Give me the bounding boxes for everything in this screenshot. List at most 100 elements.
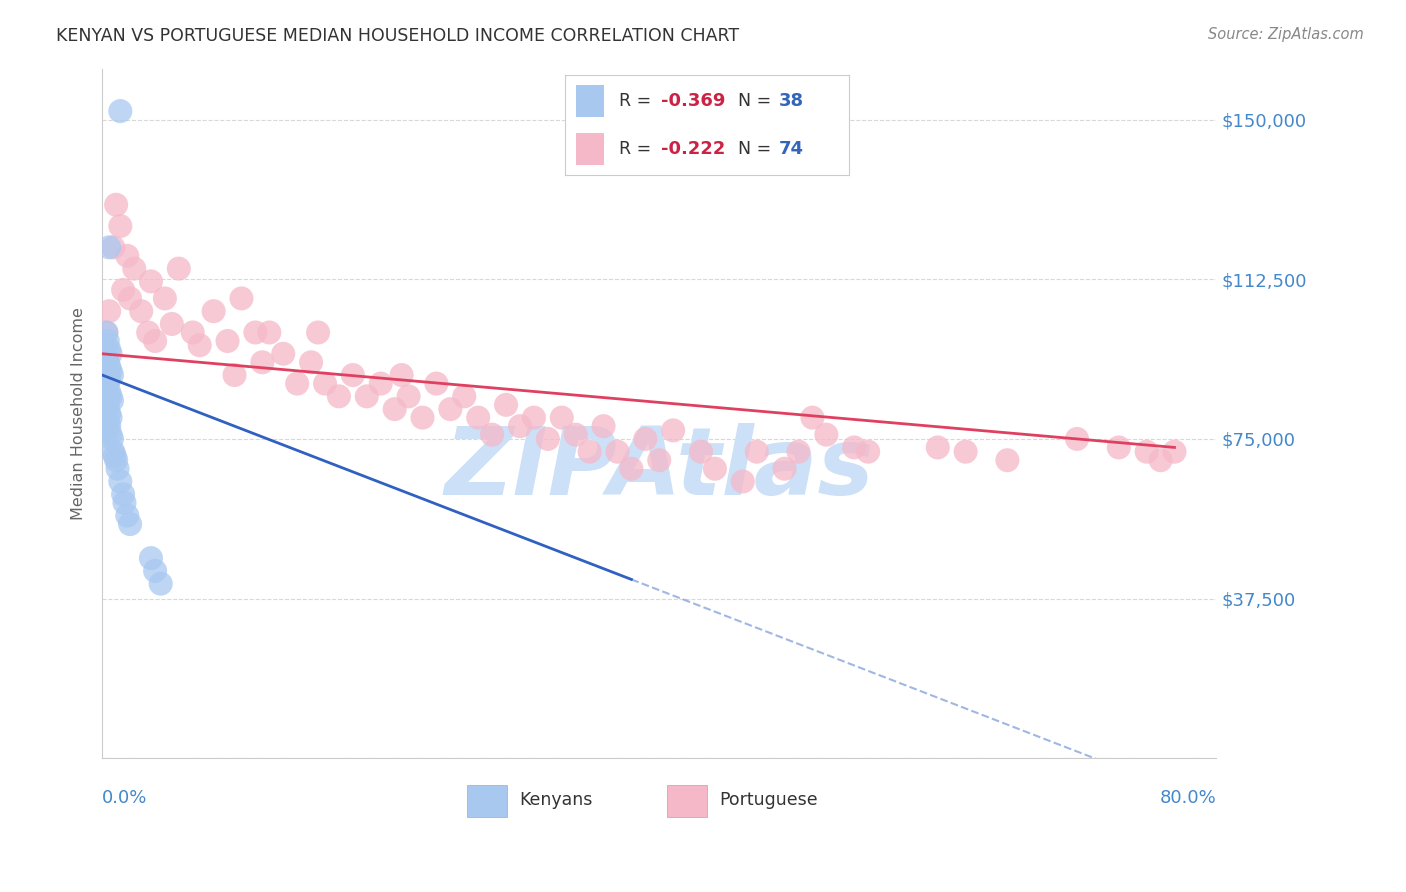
Point <box>245 326 267 340</box>
Point <box>398 389 420 403</box>
Point <box>96 351 118 365</box>
Point <box>105 453 128 467</box>
Point <box>103 444 125 458</box>
Point <box>114 496 136 510</box>
Point <box>328 389 350 403</box>
Point <box>217 334 239 348</box>
Point <box>98 343 121 357</box>
Point <box>815 427 838 442</box>
Point <box>856 444 879 458</box>
Point <box>202 304 225 318</box>
Point <box>160 317 183 331</box>
Point <box>299 355 322 369</box>
Point <box>98 385 121 400</box>
Point <box>285 376 308 391</box>
Point <box>153 292 176 306</box>
Point <box>96 326 118 340</box>
Point <box>120 517 142 532</box>
Point <box>96 402 118 417</box>
Point <box>1149 453 1171 467</box>
Point <box>97 355 120 369</box>
Text: ZIPAtlas: ZIPAtlas <box>444 423 875 515</box>
Point <box>564 427 586 442</box>
Point <box>181 326 204 340</box>
Point <box>481 427 503 442</box>
Point <box>425 376 447 391</box>
Point <box>97 415 120 429</box>
Point <box>731 475 754 489</box>
Point <box>149 576 172 591</box>
Point <box>592 419 614 434</box>
Point <box>495 398 517 412</box>
Point <box>96 326 118 340</box>
Point <box>1108 441 1130 455</box>
Point <box>100 364 122 378</box>
Point <box>648 453 671 467</box>
Point <box>634 432 657 446</box>
Point <box>690 444 713 458</box>
Point <box>995 453 1018 467</box>
Text: 0.0%: 0.0% <box>103 789 148 807</box>
Point <box>252 355 274 369</box>
Point <box>1136 444 1159 458</box>
Text: 80.0%: 80.0% <box>1160 789 1216 807</box>
Point <box>787 444 810 458</box>
Point <box>606 444 628 458</box>
Point <box>98 406 121 420</box>
Point <box>384 402 406 417</box>
Point <box>271 347 294 361</box>
Point <box>97 334 120 348</box>
Point <box>620 461 643 475</box>
Point <box>98 304 121 318</box>
Point <box>143 564 166 578</box>
Point <box>453 389 475 403</box>
Point <box>100 389 122 403</box>
Point <box>370 376 392 391</box>
Point <box>662 424 685 438</box>
Point <box>844 441 866 455</box>
Point <box>356 389 378 403</box>
Point <box>107 461 129 475</box>
Point <box>101 432 124 446</box>
Point <box>117 508 139 523</box>
Point <box>224 368 246 382</box>
Point <box>104 449 127 463</box>
Point <box>188 338 211 352</box>
Point <box>955 444 977 458</box>
Point <box>467 410 489 425</box>
Point <box>773 461 796 475</box>
Point <box>112 487 135 501</box>
Point <box>103 240 125 254</box>
Point <box>97 376 120 391</box>
Point <box>231 292 253 306</box>
Point <box>703 461 725 475</box>
Point <box>439 402 461 417</box>
Point <box>259 326 281 340</box>
Point <box>412 410 434 425</box>
Point <box>551 410 574 425</box>
Point <box>139 551 162 566</box>
Point <box>98 419 121 434</box>
Point <box>143 334 166 348</box>
Point <box>117 249 139 263</box>
Point <box>342 368 364 382</box>
Point <box>110 219 132 233</box>
Point <box>927 441 949 455</box>
Point <box>97 398 120 412</box>
Point <box>1163 444 1185 458</box>
Point <box>391 368 413 382</box>
Point <box>100 427 122 442</box>
Point <box>523 410 546 425</box>
Point <box>110 475 132 489</box>
Point <box>112 283 135 297</box>
Point <box>167 261 190 276</box>
Point <box>139 274 162 288</box>
Point <box>110 104 132 119</box>
Point <box>100 410 122 425</box>
Point <box>1066 432 1088 446</box>
Point <box>509 419 531 434</box>
Y-axis label: Median Household Income: Median Household Income <box>72 307 86 520</box>
Point <box>801 410 824 425</box>
Point <box>98 359 121 374</box>
Point <box>100 347 122 361</box>
